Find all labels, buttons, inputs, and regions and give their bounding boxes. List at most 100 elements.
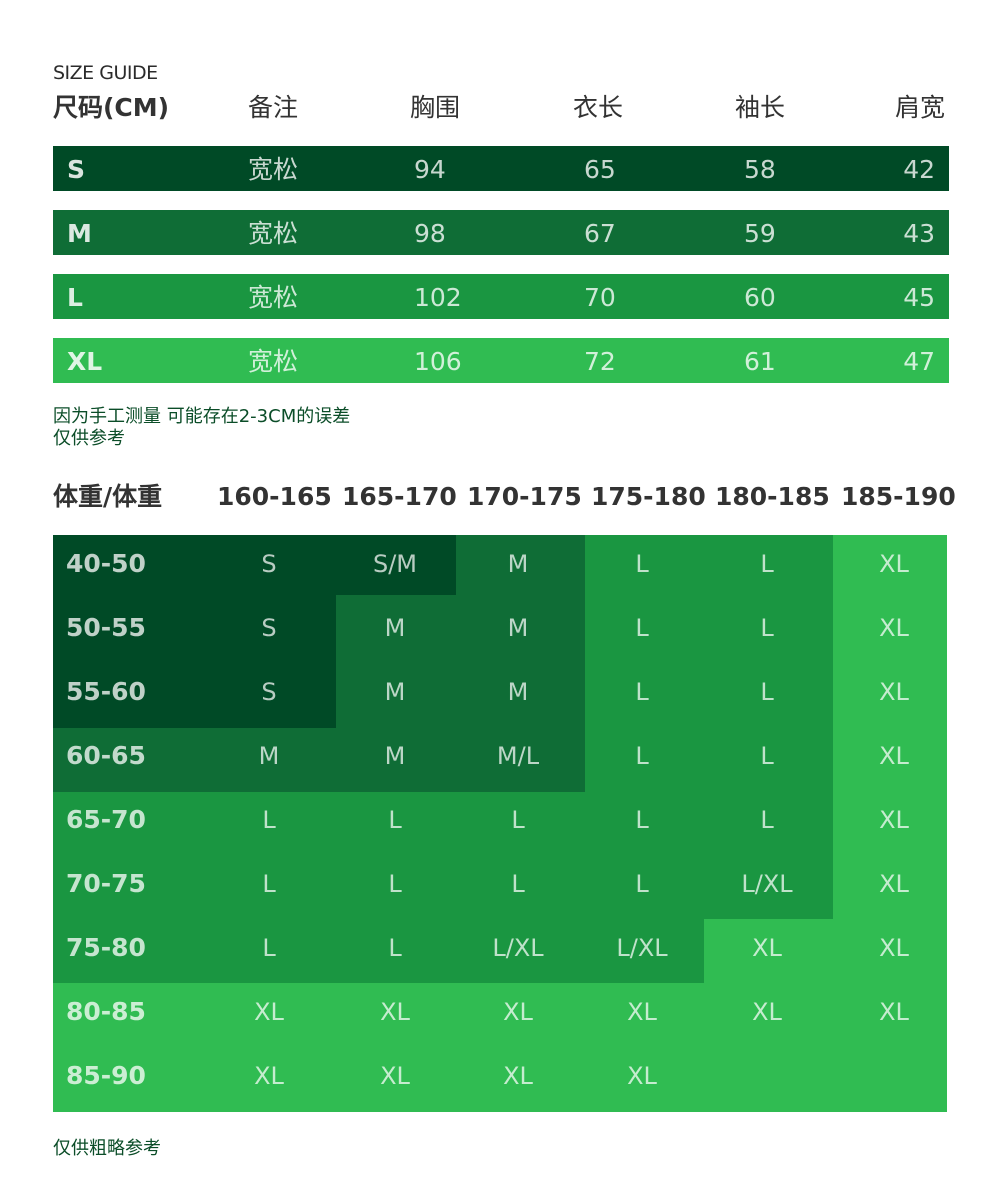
weight-label: 60-65	[66, 741, 146, 770]
sleeve-cell: 61	[744, 347, 776, 376]
chest-cell: 106	[414, 347, 462, 376]
size-recommendation: XL	[380, 1062, 410, 1090]
weight-label: 40-50	[66, 549, 146, 578]
size-recommendation: S	[261, 614, 277, 642]
size-recommendation	[707, 1044, 827, 1108]
size-recommendation: L	[635, 678, 649, 706]
size-cell: M	[67, 219, 92, 248]
size-recommendation: XL	[627, 1062, 657, 1090]
weight-label: 80-85	[66, 997, 146, 1026]
note-cell: 宽松	[248, 155, 299, 184]
size-recommendation: XL	[627, 998, 657, 1026]
size-recommendation: XL	[879, 550, 909, 578]
shoulder-cell: 43	[903, 219, 935, 248]
weight-label: 85-90	[66, 1061, 146, 1090]
size-recommendation: XL	[380, 998, 410, 1026]
weight-label: 70-75	[66, 869, 146, 898]
size-recommendation: XL	[879, 678, 909, 706]
corner-label: 体重/体重	[53, 482, 163, 511]
size-recommendation: L	[635, 614, 649, 642]
sleeve-cell: 59	[744, 219, 776, 248]
size-recommendation: L	[635, 870, 649, 898]
rough-reference-note: 仅供粗略参考	[53, 1138, 161, 1159]
sleeve-cell: 58	[744, 155, 776, 184]
header-size: 尺码(CM)	[53, 93, 170, 122]
height-header: 165-170	[342, 482, 457, 511]
size-guide-subtitle: SIZE GUIDE	[53, 62, 158, 84]
size-recommendation	[834, 1044, 954, 1108]
length-cell: 67	[584, 219, 616, 248]
size-cell: S	[67, 155, 86, 184]
length-cell: 72	[584, 347, 616, 376]
size-recommendation: XL	[254, 998, 284, 1026]
size-recommendation: XL	[503, 1062, 533, 1090]
size-cell: XL	[67, 347, 103, 376]
size-recommendation: L/XL	[616, 934, 668, 962]
size-recommendation: L	[262, 870, 276, 898]
height-header: 175-180	[591, 482, 706, 511]
size-recommendation: S	[261, 678, 277, 706]
size-recommendation: XL	[879, 614, 909, 642]
size-recommendation: XL	[503, 998, 533, 1026]
size-table-row: L 宽松 102 70 60 45	[53, 274, 949, 319]
size-recommendation: L	[262, 934, 276, 962]
size-recommendation: L	[635, 550, 649, 578]
note-cell: 宽松	[248, 219, 299, 248]
size-recommendation: XL	[254, 1062, 284, 1090]
height-header: 185-190	[841, 482, 956, 511]
size-recommendation: L	[760, 742, 774, 770]
size-recommendation: L	[760, 806, 774, 834]
size-recommendation: M	[384, 742, 406, 770]
size-recommendation: L	[262, 806, 276, 834]
size-recommendation: XL	[752, 934, 782, 962]
weight-label: 50-55	[66, 613, 146, 642]
size-table-row: M 宽松 98 67 59 43	[53, 210, 949, 255]
size-recommendation: L	[388, 934, 402, 962]
size-recommendation: M	[384, 678, 406, 706]
size-recommendation: L/XL	[741, 870, 793, 898]
height-header: 180-185	[715, 482, 830, 511]
size-recommendation: L	[760, 550, 774, 578]
size-zone-s	[53, 535, 456, 595]
weight-label: 75-80	[66, 933, 146, 962]
size-zone-s	[53, 595, 336, 728]
size-recommendation: L	[511, 806, 525, 834]
size-recommendation: L	[635, 806, 649, 834]
size-recommendation: XL	[752, 998, 782, 1026]
size-zone-l	[53, 919, 704, 983]
sleeve-cell: 60	[744, 283, 776, 312]
size-recommendation: XL	[879, 742, 909, 770]
size-recommendation: XL	[879, 998, 909, 1026]
size-recommendation: M	[507, 550, 529, 578]
length-cell: 65	[584, 155, 616, 184]
chest-cell: 102	[414, 283, 462, 312]
size-recommendation: XL	[879, 870, 909, 898]
size-recommendation: L	[388, 806, 402, 834]
header-length: 衣长	[573, 93, 624, 122]
size-recommendation: L	[635, 742, 649, 770]
size-recommendation: M	[507, 678, 529, 706]
height-header: 170-175	[467, 482, 582, 511]
weight-label: 65-70	[66, 805, 146, 834]
size-recommendation: L/XL	[492, 934, 544, 962]
shoulder-cell: 45	[903, 283, 935, 312]
chest-cell: 98	[414, 219, 446, 248]
chest-cell: 94	[414, 155, 446, 184]
height-header: 160-165	[217, 482, 332, 511]
size-recommendation: XL	[879, 934, 909, 962]
reference-only-note: 仅供参考	[53, 428, 125, 449]
size-recommendation: L	[760, 678, 774, 706]
size-recommendation: M	[258, 742, 280, 770]
size-recommendation: L	[511, 870, 525, 898]
size-recommendation: M/L	[496, 742, 540, 770]
length-cell: 70	[584, 283, 616, 312]
header-sleeve: 袖长	[735, 93, 786, 122]
size-recommendation: S/M	[372, 550, 418, 578]
size-recommendation: M	[384, 614, 406, 642]
measurement-error-note: 因为手工测量 可能存在2-3CM的误差	[53, 406, 351, 427]
shoulder-cell: 47	[903, 347, 935, 376]
size-table-row: XL 宽松 106 72 61 47	[53, 338, 949, 383]
note-cell: 宽松	[248, 283, 299, 312]
header-chest: 胸围	[410, 93, 461, 122]
size-recommendation: S	[261, 550, 277, 578]
